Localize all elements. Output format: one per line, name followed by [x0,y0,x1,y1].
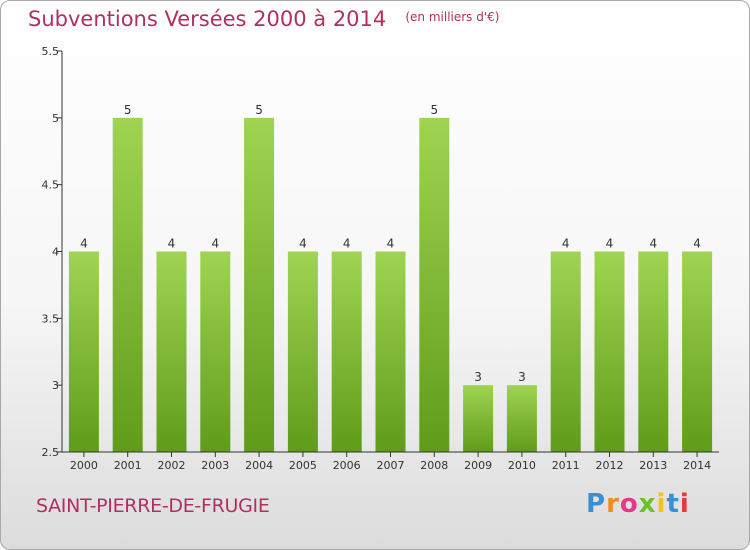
logo-letter: o [619,489,639,519]
logo-letter: i [679,489,690,519]
x-tick-label: 2004 [245,459,273,472]
bar [506,385,537,452]
x-tick-label: 2011 [552,459,580,472]
bar-value-label: 4 [299,237,307,251]
x-tick-label: 2007 [377,459,405,472]
bar-value-label: 4 [387,237,395,251]
bar-value-label: 4 [168,237,176,251]
x-tick-label: 2009 [464,459,492,472]
logo-letter: r [606,489,620,519]
bar [638,251,669,452]
y-tick-label: 5.5 [42,45,60,58]
bar-value-label: 4 [649,237,657,251]
x-tick-label: 2014 [683,459,711,472]
bar-value-label: 4 [562,237,570,251]
bar [68,251,99,452]
bar [375,251,406,452]
bar [550,251,581,452]
bar-value-label: 4 [606,237,614,251]
logo-letter: i [656,489,667,519]
bar-value-label: 4 [211,237,219,251]
bar-value-label: 5 [124,103,132,117]
commune-name: SAINT-PIERRE-DE-FRUGIE [36,495,270,517]
bar-value-label: 4 [693,237,701,251]
y-tick-label: 2.5 [42,446,60,459]
bar [682,251,713,452]
bar-value-label: 4 [343,237,351,251]
bar-value-label: 4 [80,237,88,251]
y-tick-label: 4 [52,246,59,259]
x-tick-label: 2000 [70,459,98,472]
y-tick-label: 3.5 [42,312,60,325]
x-tick-label: 2012 [596,459,624,472]
chart-unit: (en milliers d'€) [405,10,500,24]
y-tick-label: 3 [52,379,59,392]
x-tick-label: 2010 [508,459,536,472]
x-tick-label: 2013 [639,459,667,472]
bar-value-label: 5 [255,103,263,117]
logo-letter: t [666,489,680,519]
bar [594,251,625,452]
bar [200,251,231,452]
y-tick-label: 4.5 [42,179,60,192]
x-tick-label: 2001 [114,459,142,472]
bar [463,385,494,452]
bar-value-label: 3 [518,370,526,384]
title-row: Subventions Versées 2000 à 2014 (en mill… [28,7,499,31]
x-tick-label: 2008 [420,459,448,472]
bar [331,251,362,452]
x-tick-label: 2006 [333,459,361,472]
bar [112,117,143,452]
proxiti-logo: Proxiti [586,489,690,519]
bar-value-label: 3 [474,370,482,384]
bar-value-label: 5 [430,103,438,117]
bars-layer: 4 5 4 4 5 4 4 4 5 3 3 4 4 4 4 [68,103,713,452]
chart-title: Subventions Versées 2000 à 2014 [28,7,387,31]
bar [287,251,318,452]
logo-letter: x [638,489,657,519]
x-tick-label: 2005 [289,459,317,472]
axes: 2000 2001 2002 2003 2004 2005 2006 2007 2008 2009… [42,45,719,472]
bar [156,251,187,452]
y-tick-label: 5 [52,112,59,125]
bar [244,117,275,452]
logo-letter: P [586,489,607,519]
x-tick-label: 2002 [158,459,186,472]
x-tick-label: 2003 [201,459,229,472]
bar [419,117,450,452]
